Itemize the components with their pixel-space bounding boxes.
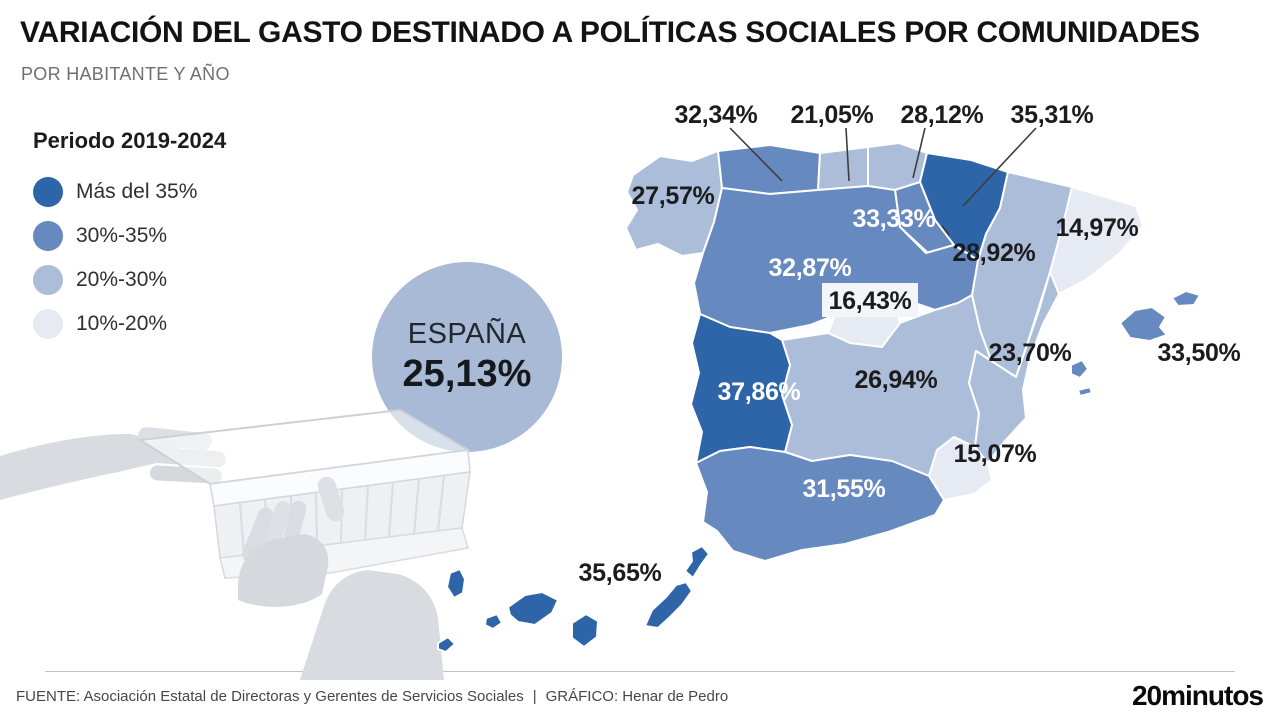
legend-title: Periodo 2019-2024: [33, 128, 227, 153]
leader-line-navarra: [962, 127, 1037, 207]
legend-item-label: Más del 35%: [76, 180, 198, 203]
leader-line-asturias: [729, 127, 783, 182]
legend-swatch-icon: [33, 177, 63, 207]
value-label-pais-vasco: 28,12%: [901, 101, 984, 129]
leader-line-cantabria: [845, 127, 850, 182]
spain-choropleth-map: 27,57% 32,34% 21,05% 28,12% 35,31% 33,33% 14,9…: [437, 101, 1241, 653]
value-label-castilla-y-leon: 32,87%: [769, 254, 852, 282]
region-canarias: [684, 545, 710, 579]
spain-total-value: 25,13%: [402, 353, 532, 395]
value-label-navarra: 35,31%: [1011, 101, 1094, 129]
region-andalucia: [695, 446, 945, 562]
value-label-baleares: 33,50%: [1158, 339, 1241, 367]
leader-line-la-rioja: [941, 225, 950, 236]
right-palm: [238, 534, 329, 607]
region-baleares: [1119, 306, 1168, 342]
legend-item-0: Más del 35%: [33, 170, 226, 214]
region-canarias: [484, 613, 503, 630]
value-label-madrid: 16,43%: [829, 287, 912, 315]
value-label-murcia: 15,07%: [954, 440, 1037, 468]
region-murcia: [928, 436, 993, 501]
region-baleares: [1070, 359, 1089, 379]
value-label-canarias: 35,65%: [579, 559, 662, 587]
leader-line-pais-vasco: [912, 127, 926, 179]
label-box-madrid: [822, 283, 918, 317]
photo-hands-food-tray: [0, 408, 472, 680]
left-forearm: [0, 434, 180, 500]
legend-item-1: 30%-35%: [33, 214, 226, 258]
legend-swatch-icon: [33, 221, 63, 251]
legend: Periodo 2019-2024 Más del 35% 30%-35% 20%-…: [33, 128, 226, 346]
legend-swatch-icon: [33, 309, 63, 339]
value-label-castilla-la-mancha: 26,94%: [855, 366, 938, 394]
value-label-cataluna: 14,97%: [1056, 214, 1139, 242]
publisher-logo: 20minutos: [1131, 680, 1264, 711]
value-label-aragon: 28,92%: [953, 239, 1036, 267]
region-valencia: [968, 271, 1060, 464]
page-subtitle: POR HABITANTE Y AÑO: [21, 64, 230, 84]
region-galicia: [625, 150, 723, 257]
region-canarias: [571, 613, 599, 648]
value-label-extremadura: 37,86%: [718, 378, 801, 406]
legend-item-label: 10%-20%: [76, 312, 168, 335]
value-label-la-rioja: 33,33%: [853, 205, 936, 233]
value-label-andalucia: 31,55%: [803, 475, 886, 503]
page-title: VARIACIÓN DEL GASTO DESTINADO A POLÍTICA…: [20, 16, 1200, 49]
region-canarias: [507, 591, 559, 626]
legend-item-label: 20%-30%: [76, 268, 168, 291]
legend-item-2: 20%-30%: [33, 258, 226, 302]
footer-credits: FUENTE: Asociación Estatal de Directoras…: [16, 688, 728, 705]
graphic-credit: GRÁFICO: Henar de Pedro: [545, 688, 729, 705]
source-text: FUENTE: Asociación Estatal de Directoras…: [16, 688, 524, 705]
region-canarias: [644, 581, 693, 629]
region-baleares: [1077, 386, 1093, 397]
legend-item-3: 10%-20%: [33, 302, 226, 346]
right-forearm: [300, 570, 444, 680]
legend-swatch-icon: [33, 265, 63, 295]
legend-items: Más del 35% 30%-35% 20%-30% 10%-20%: [33, 170, 226, 346]
region-canarias: [446, 568, 466, 599]
region-cantabria: [817, 146, 869, 191]
region-canarias: [437, 636, 456, 653]
credits-separator: |: [532, 688, 537, 705]
legend-item-label: 30%-35%: [76, 224, 168, 247]
value-label-asturias: 32,34%: [675, 101, 758, 129]
value-label-valencia: 23,70%: [989, 339, 1072, 367]
region-baleares: [1171, 290, 1201, 307]
spain-total-name: ESPAÑA: [407, 318, 527, 350]
right-hand-fingers: [242, 476, 345, 563]
footer-divider: [45, 671, 1235, 672]
value-label-cantabria: 21,05%: [791, 101, 874, 129]
value-label-galicia: 27,57%: [632, 182, 715, 210]
region-asturias: [717, 144, 821, 195]
